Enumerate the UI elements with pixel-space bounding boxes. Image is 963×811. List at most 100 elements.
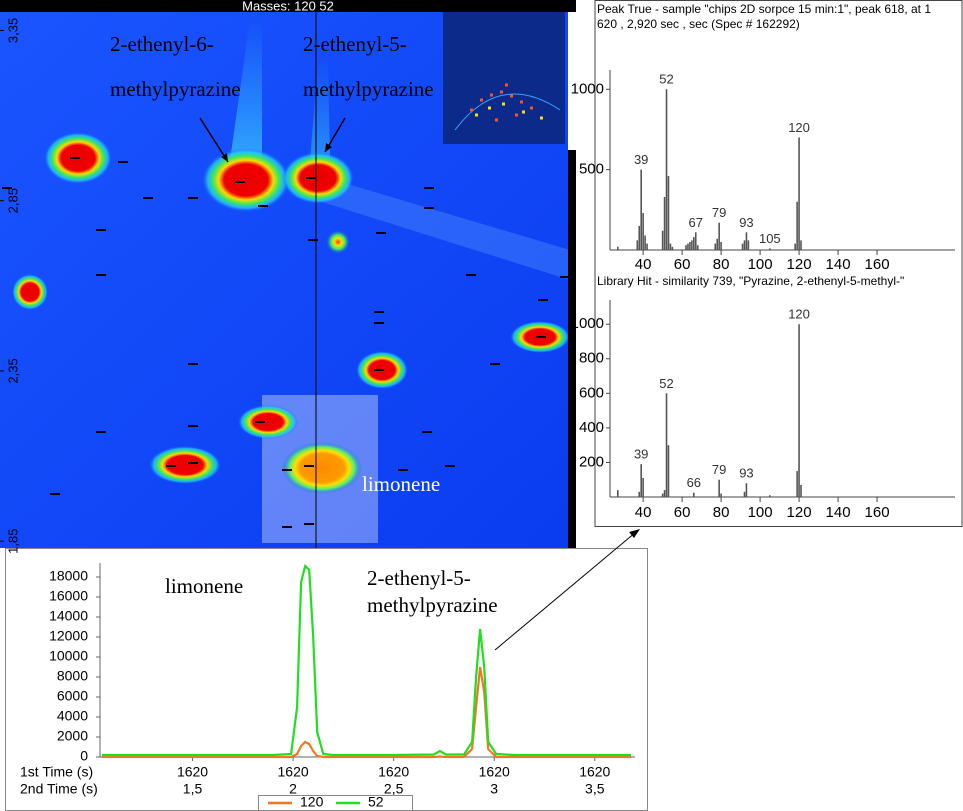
annotation: methylpyrazine (367, 593, 498, 617)
y-tick-label: 3,35 (5, 18, 20, 43)
x-tick-label: 80 (713, 256, 730, 273)
y-tick-label: 600 (579, 384, 604, 401)
legend-label: 52 (368, 794, 384, 810)
annotation: methylpyrazine (110, 77, 241, 101)
y-tick-label: 2000 (57, 728, 88, 744)
annotation: 2-ethenyl-6- (110, 32, 214, 56)
x-tick-label: 120 (787, 504, 812, 521)
x-tick-label-1st: 1620 (278, 764, 309, 780)
x-tick-label: 140 (826, 504, 851, 521)
peak-label: 39 (634, 447, 648, 462)
peak-label: 67 (689, 215, 703, 230)
x-tick-label: 1,5 (183, 781, 203, 797)
y-tick-label: 500 (579, 161, 604, 178)
x-tick-label: 80 (713, 504, 730, 521)
plume (310, 60, 330, 160)
x-tick-label: 40 (635, 504, 652, 521)
x-tick-label-1st: 1620 (177, 764, 208, 780)
legend-label: 120 (300, 794, 324, 810)
y-tick-label: 2,85 (5, 188, 20, 213)
arrow-head (325, 143, 332, 152)
x-axis-name: 2nd Time (s) (20, 781, 98, 797)
x-tick-label: 160 (865, 504, 890, 521)
peak-label: 105 (759, 231, 781, 246)
y-tick-label: 6000 (57, 688, 88, 704)
arrow-head (221, 153, 228, 162)
y-tick-label: 18000 (49, 568, 88, 584)
inset-thumbnail (443, 12, 565, 144)
streak (300, 170, 570, 280)
x-tick-label-1st: 1620 (579, 764, 610, 780)
y-tick-label: 1,85 (5, 529, 20, 554)
peak-markers (2, 157, 568, 528)
peak-label: 93 (739, 215, 753, 230)
x-tick-label: 3 (490, 781, 498, 797)
x-tick-label: 120 (787, 256, 812, 273)
x-tick-label-1st: 1620 (479, 764, 510, 780)
x-axis-name: 1st Time (s) (20, 764, 93, 780)
x-tick-label: 60 (674, 256, 691, 273)
peak-label: 79 (712, 205, 726, 220)
contour-plot: Masses: 120 52 (0, 0, 576, 548)
spectra-frame (594, 0, 963, 527)
plume (230, 20, 262, 165)
x-tick-label-1st: 1620 (378, 764, 409, 780)
chromatogram-frame (5, 548, 648, 811)
annotation: limonene (362, 472, 440, 496)
y-tick-label: 16000 (49, 588, 88, 604)
peak-blob (282, 442, 362, 494)
peak-blob (149, 446, 221, 484)
y-tick-label: 1000 (571, 315, 604, 332)
x-tick-label: 100 (748, 504, 773, 521)
annotation: 2-ethenyl-5- (367, 566, 471, 590)
peak-blob (326, 230, 350, 254)
x-tick-label: 40 (635, 256, 652, 273)
annotation: limonene (165, 574, 243, 598)
side-bar (568, 150, 576, 548)
peak-blob (238, 405, 298, 439)
peak-label: 52 (659, 72, 673, 87)
inset-specks (475, 102, 543, 120)
arrow-head (629, 529, 640, 538)
peak-label: 120 (788, 120, 810, 135)
annotation: 2-ethenyl-5- (303, 32, 407, 56)
title-bar (0, 0, 576, 12)
peak-label: 93 (739, 466, 753, 481)
peak-label: 120 (788, 307, 810, 322)
spectrum-title: Peak True - sample "chips 2D sorpce 15 m… (597, 2, 931, 16)
peak-label: 79 (712, 462, 726, 477)
y-tick-label: 10000 (49, 648, 88, 664)
x-tick-label: 2,5 (384, 781, 404, 797)
spectrum-title: 620 , 2,920 sec , sec (Spec # 162292) (597, 17, 800, 31)
y-tick-label: 0 (80, 748, 88, 764)
x-tick-label: 2 (289, 781, 297, 797)
y-tick-label: 400 (579, 419, 604, 436)
y-tick-label: 14000 (49, 608, 88, 624)
x-tick-label: 3,5 (585, 781, 605, 797)
series-line (102, 563, 631, 757)
peak-label: 52 (659, 376, 673, 391)
x-tick-label: 160 (865, 256, 890, 273)
y-tick-label: 200 (579, 453, 604, 470)
arrow (494, 531, 637, 651)
chart-title: Masses: 120 52 (242, 0, 334, 13)
y-tick-label: 4000 (57, 708, 88, 724)
peak-label: 66 (687, 475, 701, 490)
inset-specks (470, 83, 533, 122)
x-tick-label: 100 (748, 256, 773, 273)
peak-blob (202, 148, 290, 212)
peak-blob (12, 274, 48, 310)
inset-curve (454, 93, 561, 131)
y-tick-label: 800 (579, 350, 604, 367)
y-tick-label: 2,35 (5, 358, 20, 383)
spectrum-title: Library Hit - similarity 739, "Pyrazine,… (597, 274, 904, 288)
arrow (199, 117, 229, 163)
y-tick-label: 8000 (57, 668, 88, 684)
annotation: methylpyrazine (303, 77, 434, 101)
y-tick-label: 1000 (571, 80, 604, 97)
peak-label: 39 (634, 152, 648, 167)
x-tick-label: 140 (826, 256, 851, 273)
y-tick-label: 12000 (49, 628, 88, 644)
x-tick-label: 60 (674, 504, 691, 521)
